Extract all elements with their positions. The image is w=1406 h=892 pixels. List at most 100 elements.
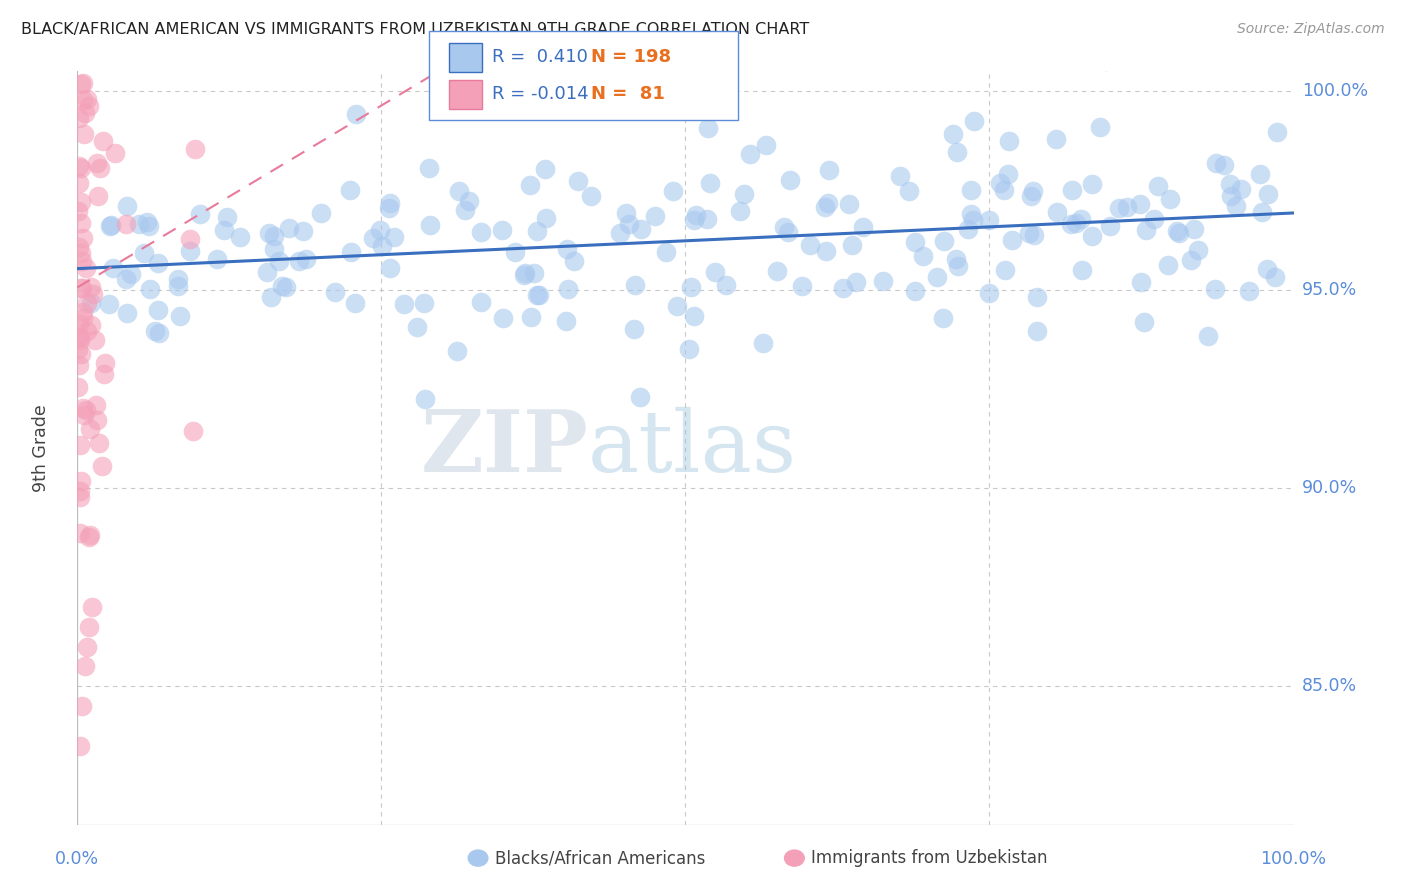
Point xyxy=(77,98,100,112)
Point xyxy=(683,309,706,323)
Point xyxy=(1094,54,1116,69)
Point xyxy=(564,254,586,268)
Point xyxy=(69,739,91,753)
Point xyxy=(733,187,755,202)
Point xyxy=(526,288,548,302)
Point xyxy=(295,252,318,266)
Point xyxy=(179,244,201,258)
Point xyxy=(814,244,837,259)
Point xyxy=(188,207,211,221)
Point xyxy=(1108,201,1130,215)
Point xyxy=(77,530,100,544)
Point xyxy=(69,245,91,260)
Point xyxy=(988,177,1011,191)
Point xyxy=(1265,125,1288,139)
Point xyxy=(270,279,292,293)
Point xyxy=(128,217,150,231)
Point xyxy=(814,200,837,214)
Point xyxy=(70,195,93,210)
Point xyxy=(148,326,170,341)
Point xyxy=(956,221,979,235)
Point xyxy=(79,422,101,436)
Point xyxy=(378,201,401,215)
Point xyxy=(69,333,91,347)
Point xyxy=(139,282,162,296)
Point xyxy=(187,37,209,51)
Point xyxy=(382,230,405,244)
Point xyxy=(1256,261,1278,276)
Text: Immigrants from Uzbekistan: Immigrants from Uzbekistan xyxy=(811,849,1047,867)
Point xyxy=(679,279,702,293)
Point xyxy=(1071,263,1094,277)
Point xyxy=(932,311,955,326)
Point xyxy=(458,194,481,208)
Point xyxy=(1045,132,1067,146)
Point xyxy=(1146,179,1168,194)
Point xyxy=(523,266,546,280)
Point xyxy=(644,209,666,223)
Point xyxy=(904,235,927,249)
Point xyxy=(378,196,401,211)
Point xyxy=(115,217,138,231)
Point xyxy=(1204,282,1226,296)
Point xyxy=(579,188,602,202)
Point xyxy=(269,254,291,268)
Point xyxy=(72,401,94,416)
Point xyxy=(339,244,361,259)
Point xyxy=(69,111,91,125)
Point xyxy=(778,225,800,239)
Point xyxy=(277,221,299,235)
Point xyxy=(259,290,281,304)
Point xyxy=(79,620,101,634)
Point xyxy=(872,274,894,288)
Point xyxy=(214,222,236,236)
Point xyxy=(207,252,229,267)
Point xyxy=(70,474,93,488)
Text: 95.0%: 95.0% xyxy=(1302,281,1357,299)
Point xyxy=(685,208,707,222)
Point xyxy=(942,127,965,141)
Point xyxy=(66,342,89,356)
Point xyxy=(533,162,555,177)
Point xyxy=(67,330,90,344)
Point xyxy=(135,215,157,229)
Point xyxy=(699,176,721,190)
Point xyxy=(70,347,93,361)
Point xyxy=(960,207,983,221)
Point xyxy=(82,287,104,301)
Point xyxy=(845,275,868,289)
Point xyxy=(751,335,773,350)
Point xyxy=(70,699,93,714)
Point xyxy=(288,253,311,268)
Point xyxy=(683,213,706,227)
Point xyxy=(75,261,97,276)
Point xyxy=(567,174,589,188)
Point xyxy=(263,228,285,243)
Point xyxy=(851,220,873,235)
Point xyxy=(229,229,252,244)
Text: N = 198: N = 198 xyxy=(591,48,671,66)
Point xyxy=(491,223,513,237)
Text: 90.0%: 90.0% xyxy=(1302,479,1357,497)
Point xyxy=(520,310,543,325)
Text: N =  81: N = 81 xyxy=(591,86,665,103)
Point xyxy=(91,134,114,148)
Point xyxy=(344,106,367,120)
Point xyxy=(979,285,1001,300)
Point xyxy=(1219,189,1241,203)
Point xyxy=(146,256,169,270)
Point xyxy=(889,169,911,184)
Point xyxy=(70,281,93,295)
Point xyxy=(557,282,579,296)
Point xyxy=(72,408,94,422)
Point xyxy=(75,402,97,417)
Point xyxy=(714,277,737,292)
Point xyxy=(169,309,191,323)
Point xyxy=(779,173,801,187)
Point xyxy=(773,219,796,234)
Point xyxy=(1060,217,1083,231)
Point xyxy=(962,212,984,227)
Text: ZIP: ZIP xyxy=(420,406,588,491)
Point xyxy=(519,178,541,193)
Point xyxy=(146,303,169,318)
